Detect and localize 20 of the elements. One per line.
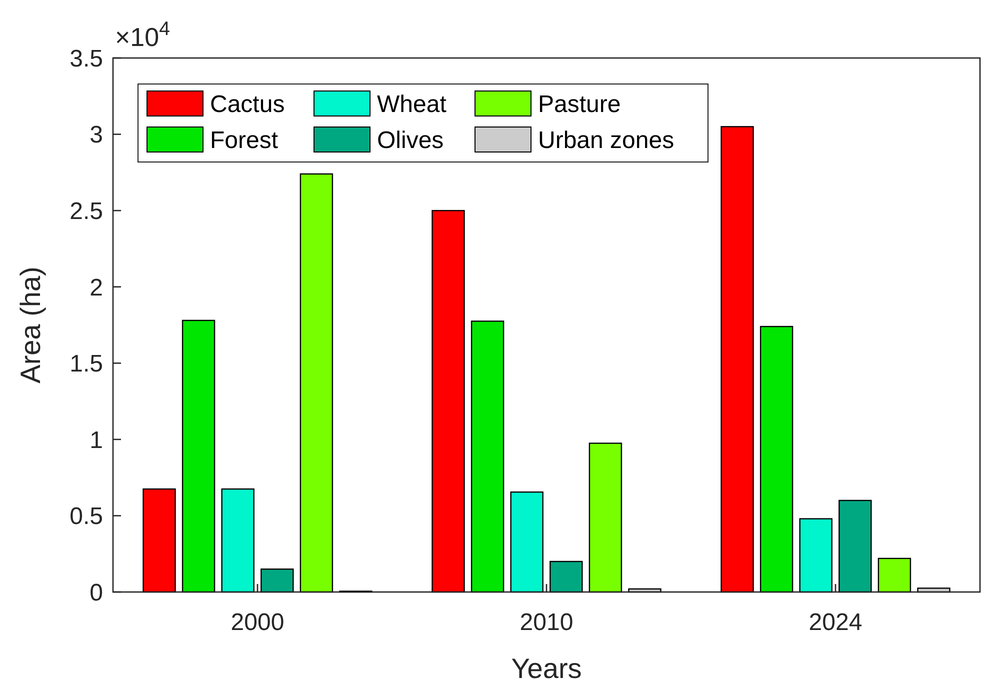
x-tick-label: 2010 — [520, 609, 574, 636]
y-tick-label: 1 — [90, 426, 103, 454]
legend-label: Pasture — [538, 91, 621, 118]
legend-label: Forest — [210, 127, 278, 154]
y-tick-label: 2 — [90, 274, 103, 302]
legend-label: Cactus — [210, 91, 285, 118]
y-tick-label: 2.5 — [70, 198, 103, 225]
legend-label: Olives — [377, 127, 444, 154]
x-tick-label: 2024 — [808, 609, 862, 636]
y-tick-label: 3 — [90, 122, 103, 149]
x-tick-label: 2000 — [230, 609, 284, 636]
x-axis-title: Years — [511, 653, 582, 683]
y-axis-title: Area (ha) — [15, 266, 46, 384]
y-tick-label: 0 — [90, 579, 103, 606]
text: ×10$^{4}$ — [115, 18, 170, 52]
y-tick-label: 3.5 — [70, 45, 103, 72]
legend-label: Wheat — [377, 91, 447, 118]
y-tick-label: 1.5 — [70, 350, 103, 378]
legend-label: Urban zones — [538, 127, 674, 154]
y-tick-label: 0.5 — [70, 503, 103, 530]
